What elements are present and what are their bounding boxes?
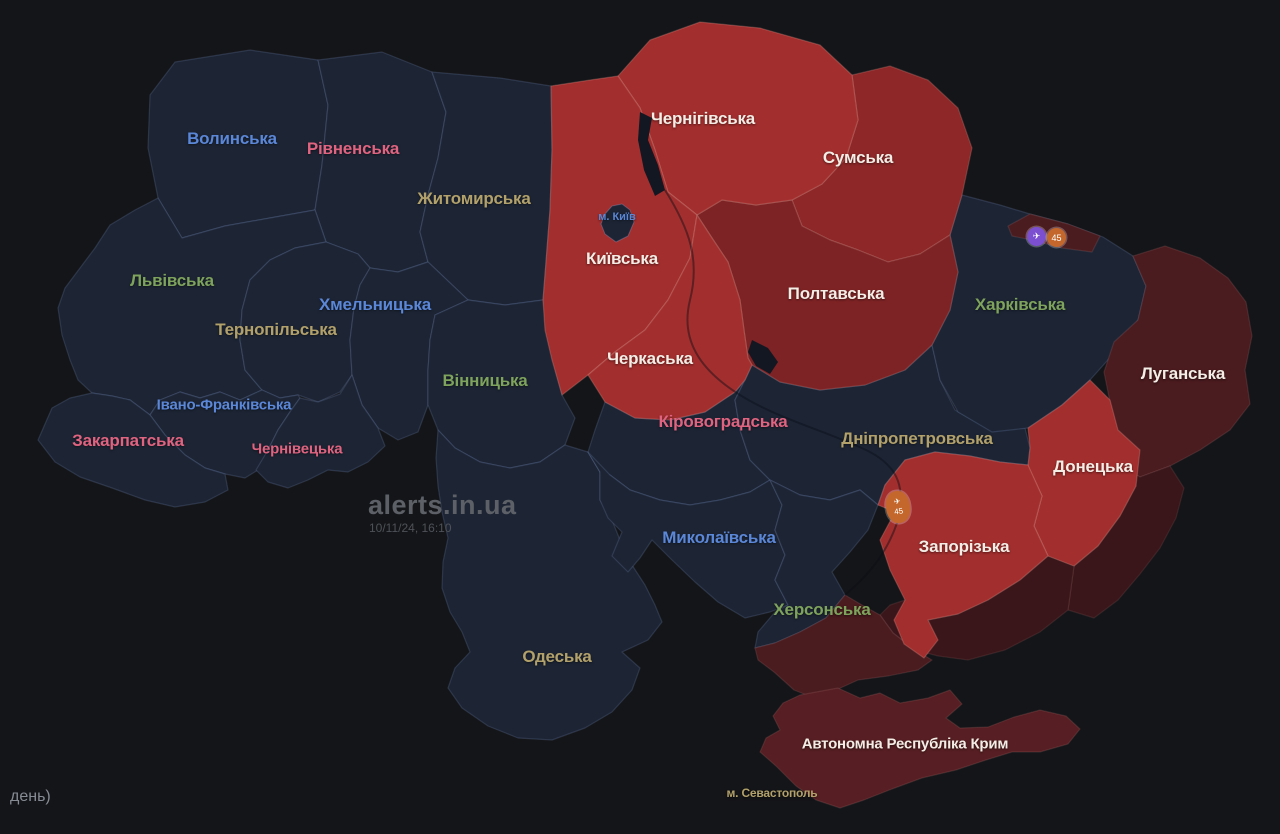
region-luhansk[interactable]: [1099, 245, 1253, 478]
kyiv-reservoir: [638, 112, 665, 196]
region-donetsk-occupied-east[interactable]: [1067, 431, 1185, 619]
region-kharkiv[interactable]: [931, 194, 1147, 433]
watermark-timestamp: 10/11/24, 16:10: [369, 521, 452, 535]
region-crimea[interactable]: [759, 687, 1081, 809]
region-mykolaiv[interactable]: [587, 451, 789, 619]
region-volyn[interactable]: [147, 49, 329, 239]
region-chernivtsi[interactable]: [255, 374, 386, 489]
region-khmelnytskyi[interactable]: [349, 261, 469, 441]
region-kherson-occupied-left-bank[interactable]: [754, 594, 933, 699]
region-cherkasy[interactable]: [587, 214, 753, 421]
legend-truncated-text: день): [10, 788, 51, 805]
region-chernihiv[interactable]: [617, 21, 859, 216]
kremenchuk-reservoir: [748, 340, 778, 374]
guided-bomb-count: 45: [893, 506, 904, 517]
drone-badge-kharkiv[interactable]: ✈: [1027, 227, 1046, 246]
region-zakarpattia[interactable]: [37, 392, 229, 508]
guided-bomb-icon: 45: [1051, 232, 1062, 243]
shahed-drone-icon: ✈: [1032, 231, 1041, 241]
watermark-site: alerts.in.ua: [368, 490, 517, 520]
kab-badge-kharkiv[interactable]: 45: [1047, 228, 1066, 247]
region-zaporizhzhia[interactable]: [877, 451, 1049, 659]
region-kyiv-city[interactable]: [600, 203, 635, 243]
